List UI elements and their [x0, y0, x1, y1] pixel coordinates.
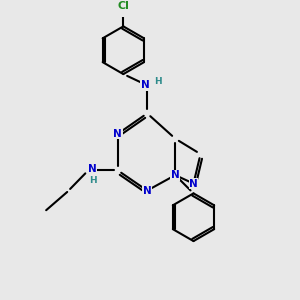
Text: N: N — [88, 164, 97, 174]
Text: N: N — [143, 186, 152, 196]
Text: N: N — [189, 178, 198, 189]
Text: H: H — [89, 176, 96, 185]
Text: N: N — [113, 129, 122, 139]
Text: H: H — [154, 77, 162, 86]
Text: Cl: Cl — [117, 1, 129, 11]
Text: N: N — [141, 80, 149, 90]
Text: N: N — [171, 170, 180, 180]
